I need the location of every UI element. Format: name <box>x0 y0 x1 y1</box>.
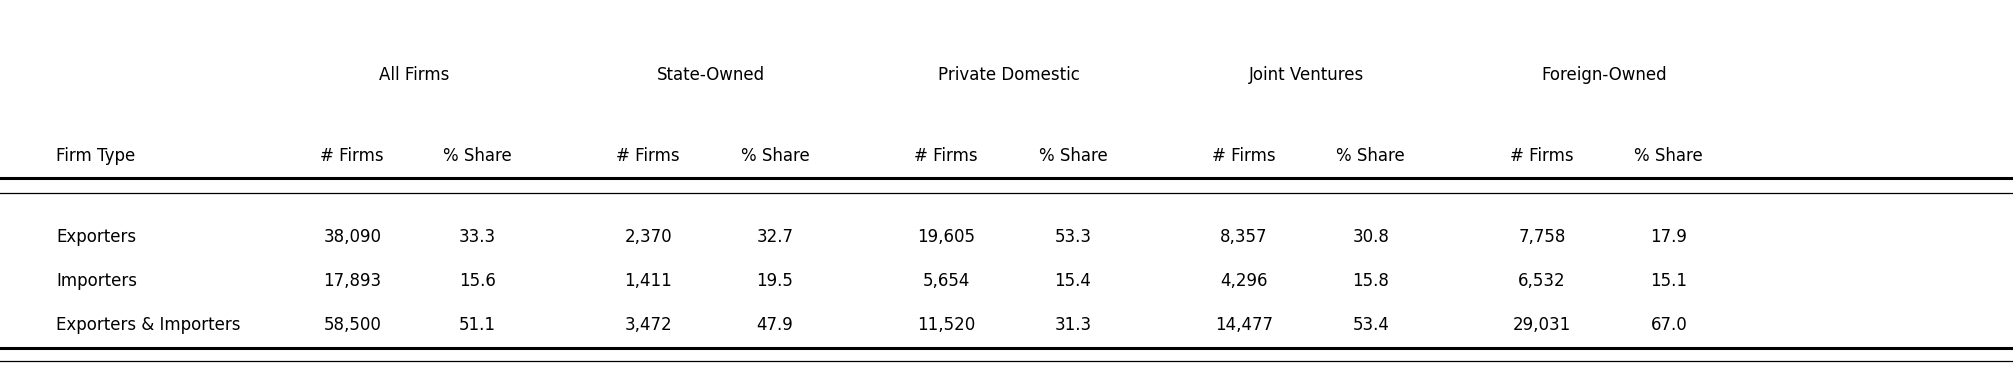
Text: 53.3: 53.3 <box>1055 228 1091 246</box>
Text: 33.3: 33.3 <box>459 228 495 246</box>
Text: # Firms: # Firms <box>1212 147 1276 165</box>
Text: % Share: % Share <box>1337 147 1405 165</box>
Text: 17,893: 17,893 <box>324 272 380 290</box>
Text: 6,532: 6,532 <box>1518 272 1566 290</box>
Text: 53.4: 53.4 <box>1353 316 1389 335</box>
Text: 17.9: 17.9 <box>1651 228 1687 246</box>
Text: Importers: Importers <box>56 272 137 290</box>
Text: % Share: % Share <box>1039 147 1107 165</box>
Text: 15.8: 15.8 <box>1353 272 1389 290</box>
Text: % Share: % Share <box>1635 147 1703 165</box>
Text: 11,520: 11,520 <box>918 316 974 335</box>
Text: State-Owned: State-Owned <box>656 66 765 84</box>
Text: 30.8: 30.8 <box>1353 228 1389 246</box>
Text: All Firms: All Firms <box>380 66 449 84</box>
Text: Foreign-Owned: Foreign-Owned <box>1542 66 1667 84</box>
Text: # Firms: # Firms <box>320 147 384 165</box>
Text: 15.1: 15.1 <box>1651 272 1687 290</box>
Text: 15.6: 15.6 <box>459 272 495 290</box>
Text: 2,370: 2,370 <box>624 228 672 246</box>
Text: 47.9: 47.9 <box>757 316 793 335</box>
Text: Exporters & Importers: Exporters & Importers <box>56 316 242 335</box>
Text: Joint Ventures: Joint Ventures <box>1248 66 1365 84</box>
Text: 5,654: 5,654 <box>922 272 970 290</box>
Text: Private Domestic: Private Domestic <box>938 66 1079 84</box>
Text: 3,472: 3,472 <box>624 316 672 335</box>
Text: # Firms: # Firms <box>1510 147 1574 165</box>
Text: # Firms: # Firms <box>914 147 978 165</box>
Text: 14,477: 14,477 <box>1216 316 1272 335</box>
Text: % Share: % Share <box>741 147 809 165</box>
Text: 38,090: 38,090 <box>324 228 380 246</box>
Text: 19,605: 19,605 <box>918 228 974 246</box>
Text: 31.3: 31.3 <box>1055 316 1091 335</box>
Text: 29,031: 29,031 <box>1514 316 1570 335</box>
Text: 4,296: 4,296 <box>1220 272 1268 290</box>
Text: Firm Type: Firm Type <box>56 147 135 165</box>
Text: 32.7: 32.7 <box>757 228 793 246</box>
Text: 19.5: 19.5 <box>757 272 793 290</box>
Text: % Share: % Share <box>443 147 511 165</box>
Text: 7,758: 7,758 <box>1518 228 1566 246</box>
Text: 58,500: 58,500 <box>324 316 380 335</box>
Text: # Firms: # Firms <box>616 147 680 165</box>
Text: 51.1: 51.1 <box>459 316 495 335</box>
Text: Exporters: Exporters <box>56 228 137 246</box>
Text: 15.4: 15.4 <box>1055 272 1091 290</box>
Text: 67.0: 67.0 <box>1651 316 1687 335</box>
Text: 1,411: 1,411 <box>624 272 672 290</box>
Text: 8,357: 8,357 <box>1220 228 1268 246</box>
